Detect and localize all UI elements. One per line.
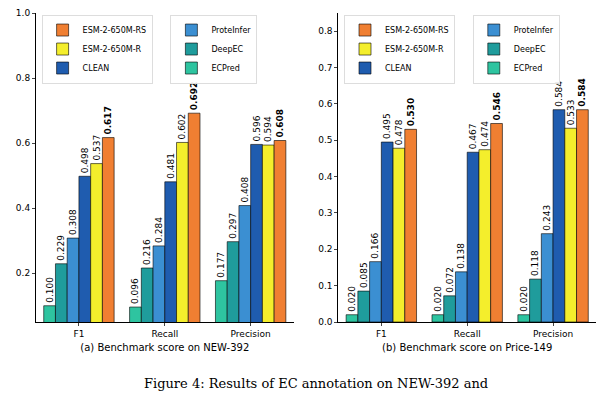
svg-text:0.020: 0.020 xyxy=(347,286,357,312)
svg-text:0.284: 0.284 xyxy=(154,217,164,243)
svg-text:0.2: 0.2 xyxy=(16,268,30,278)
svg-text:0.6: 0.6 xyxy=(16,138,31,148)
svg-text:Recall: Recall xyxy=(454,329,481,339)
svg-text:ESM-2-650M-R: ESM-2-650M-R xyxy=(83,45,142,54)
svg-text:0.020: 0.020 xyxy=(519,286,529,312)
svg-text:0.584: 0.584 xyxy=(577,78,587,106)
svg-text:0.297: 0.297 xyxy=(228,213,238,239)
svg-text:0.1: 0.1 xyxy=(318,281,332,291)
svg-text:ESM-2-650M-RS: ESM-2-650M-RS xyxy=(83,26,147,35)
svg-text:0.096: 0.096 xyxy=(130,278,140,304)
svg-text:ESM-2-650M-R: ESM-2-650M-R xyxy=(385,45,444,54)
svg-text:0.584: 0.584 xyxy=(554,81,564,107)
svg-text:0.0: 0.0 xyxy=(318,317,333,327)
svg-text:0.533: 0.533 xyxy=(566,99,576,125)
svg-text:0.408: 0.408 xyxy=(240,177,250,203)
svg-text:ECPred: ECPred xyxy=(211,64,239,73)
svg-text:ProteInfer: ProteInfer xyxy=(211,26,251,35)
svg-text:0.2: 0.2 xyxy=(318,244,332,254)
svg-text:F1: F1 xyxy=(376,329,387,339)
svg-text:0.537: 0.537 xyxy=(92,135,102,161)
svg-text:0.478: 0.478 xyxy=(394,119,404,145)
svg-text:CLEAN: CLEAN xyxy=(83,64,110,73)
svg-text:0.308: 0.308 xyxy=(68,209,78,235)
svg-text:0.216: 0.216 xyxy=(142,239,152,265)
svg-text:0.085: 0.085 xyxy=(359,262,369,288)
svg-text:0.166: 0.166 xyxy=(370,233,380,259)
svg-text:0.243: 0.243 xyxy=(542,205,552,231)
svg-text:DeepEC: DeepEC xyxy=(211,45,243,54)
svg-text:DeepEC: DeepEC xyxy=(514,45,546,54)
svg-text:0.072: 0.072 xyxy=(445,267,455,293)
svg-text:Precision: Precision xyxy=(533,329,573,339)
svg-text:Recall: Recall xyxy=(151,329,178,339)
svg-text:(b) Benchmark score on Price-1: (b) Benchmark score on Price-149 xyxy=(382,342,552,353)
svg-text:0.467: 0.467 xyxy=(468,123,478,149)
svg-text:(a) Benchmark score on NEW-392: (a) Benchmark score on NEW-392 xyxy=(80,342,249,353)
svg-text:0.7: 0.7 xyxy=(318,63,332,73)
svg-text:F1: F1 xyxy=(73,329,84,339)
svg-text:ECPred: ECPred xyxy=(514,64,542,73)
svg-text:0.4: 0.4 xyxy=(318,172,333,182)
svg-text:0.495: 0.495 xyxy=(382,113,392,139)
svg-text:0.617: 0.617 xyxy=(103,106,113,134)
svg-text:0.498: 0.498 xyxy=(80,147,90,173)
svg-text:CLEAN: CLEAN xyxy=(385,64,412,73)
svg-text:0.474: 0.474 xyxy=(480,121,490,147)
svg-text:0.546: 0.546 xyxy=(492,92,502,120)
svg-text:0.020: 0.020 xyxy=(433,286,443,312)
svg-text:ESM-2-650M-RS: ESM-2-650M-RS xyxy=(385,26,449,35)
svg-text:Figure 4: Results of EC annota: Figure 4: Results of EC annotation on NE… xyxy=(144,376,488,391)
svg-text:0.5: 0.5 xyxy=(318,135,332,145)
svg-text:0.138: 0.138 xyxy=(456,243,466,269)
svg-text:0.229: 0.229 xyxy=(56,235,66,261)
svg-text:0.530: 0.530 xyxy=(406,98,416,126)
svg-text:ProteInfer: ProteInfer xyxy=(514,26,554,35)
svg-text:0.177: 0.177 xyxy=(216,252,226,278)
svg-text:0.118: 0.118 xyxy=(530,250,540,276)
svg-text:0.692: 0.692 xyxy=(189,82,199,110)
svg-text:0.608: 0.608 xyxy=(275,109,285,137)
svg-text:0.596: 0.596 xyxy=(252,115,262,141)
svg-text:0.8: 0.8 xyxy=(318,26,333,36)
svg-text:0.602: 0.602 xyxy=(177,114,187,140)
svg-text:0.594: 0.594 xyxy=(263,116,273,142)
svg-text:0.8: 0.8 xyxy=(16,73,31,83)
svg-text:0.100: 0.100 xyxy=(45,277,55,303)
svg-text:Precision: Precision xyxy=(231,329,271,339)
svg-text:0.6: 0.6 xyxy=(318,99,333,109)
svg-text:0.481: 0.481 xyxy=(166,153,176,179)
svg-text:0.4: 0.4 xyxy=(16,203,31,213)
svg-text:0.3: 0.3 xyxy=(318,208,332,218)
svg-text:1.0: 1.0 xyxy=(16,8,31,18)
